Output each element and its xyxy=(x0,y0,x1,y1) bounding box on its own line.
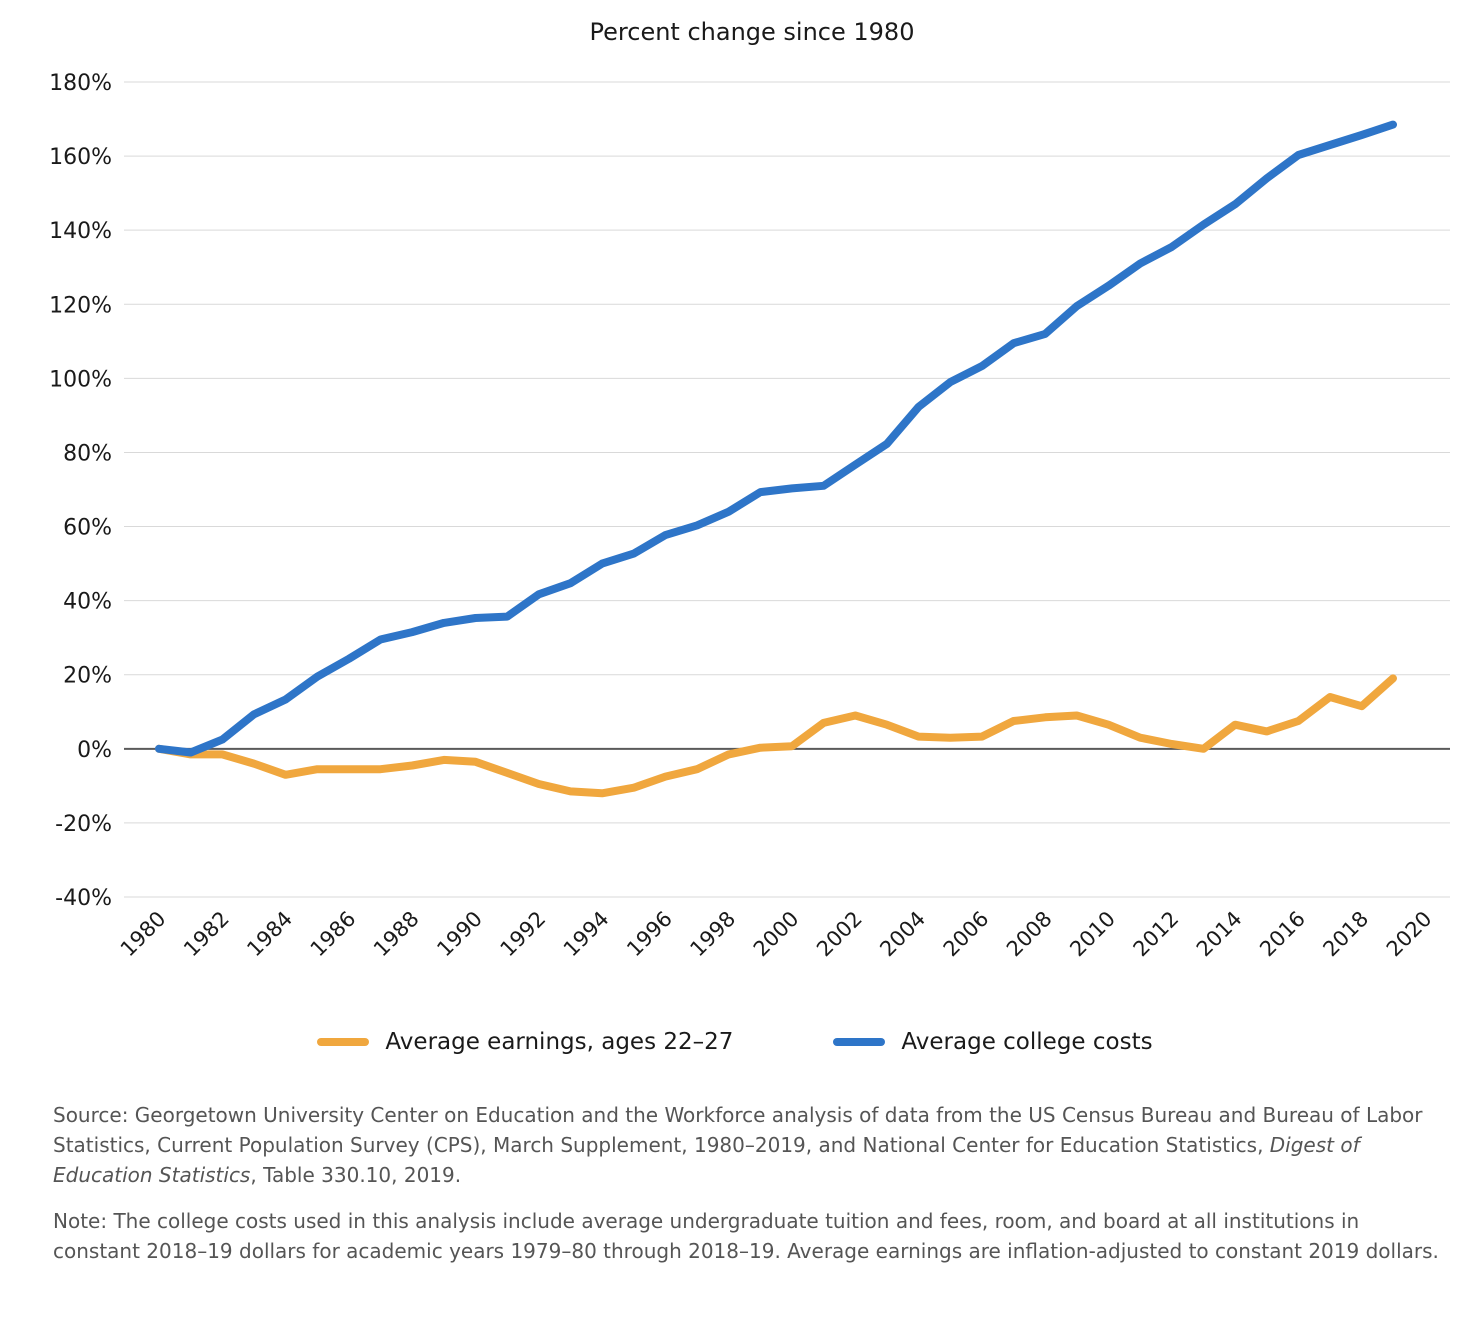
legend-swatch-earnings xyxy=(317,1038,370,1046)
legend-swatch-college-costs xyxy=(833,1038,886,1046)
source-text-end: , Table 330.10, 2019. xyxy=(250,1163,462,1187)
legend-item-earnings: Average earnings, ages 22–27 xyxy=(317,1029,733,1055)
source-text: Source: Georgetown University Center on … xyxy=(53,1103,1423,1157)
y-tick-label: -40% xyxy=(55,886,112,911)
x-tick-label: 2010 xyxy=(1065,907,1120,962)
x-tick-label: 1994 xyxy=(559,907,614,962)
x-tick-label: 2006 xyxy=(939,907,994,962)
x-tick-label: 2012 xyxy=(1129,907,1184,962)
methodology-note: Note: The college costs used in this ana… xyxy=(53,1209,1439,1263)
series-line-earnings xyxy=(155,674,1397,798)
legend-item-college-costs: Average college costs xyxy=(833,1029,1153,1055)
legend: Average earnings, ages 22–27 Average col… xyxy=(0,1022,1470,1062)
y-tick-label: 80% xyxy=(63,441,112,466)
y-tick-label: -20% xyxy=(55,812,112,837)
x-tick-label: 2000 xyxy=(749,907,804,962)
x-tick-label: 2004 xyxy=(875,907,930,962)
x-tick-label: 1998 xyxy=(685,907,740,962)
y-tick-label: 0% xyxy=(77,738,112,763)
x-tick-label: 2002 xyxy=(812,907,867,962)
legend-label-earnings: Average earnings, ages 22–27 xyxy=(385,1029,734,1055)
x-tick-label: 2014 xyxy=(1192,907,1247,962)
y-tick-label: 20% xyxy=(63,664,112,689)
x-tick-label: 1984 xyxy=(242,907,297,962)
y-tick-label: 100% xyxy=(49,367,112,392)
x-axis-tick-labels: 1980 1982 1984 1986 1988 1990 1992 1994 1996 1998… xyxy=(116,907,1437,962)
x-tick-label: 1980 xyxy=(116,907,171,962)
y-tick-label: 40% xyxy=(63,590,112,615)
x-tick-label: 2018 xyxy=(1318,907,1373,962)
chart-notes: Source: Georgetown University Center on … xyxy=(53,1100,1448,1282)
x-tick-label: 1990 xyxy=(432,907,487,962)
x-tick-label: 1988 xyxy=(369,907,424,962)
y-tick-label: 120% xyxy=(49,293,112,318)
chart-title: Percent change since 1980 xyxy=(590,18,915,46)
line-chart: Percent change since 1980 -40% -20% 0% 20% 4… xyxy=(49,18,1450,962)
series-lines xyxy=(155,120,1397,798)
y-tick-label: 180% xyxy=(49,71,112,96)
y-axis-tick-labels: -40% -20% 0% 20% 40% 60% 80% 100% 120% 140% 160% 18… xyxy=(49,71,112,911)
y-tick-label: 140% xyxy=(49,219,112,244)
x-tick-label: 1982 xyxy=(179,907,234,962)
x-tick-label: 1992 xyxy=(496,907,551,962)
source-note: Source: Georgetown University Center on … xyxy=(53,1100,1448,1190)
x-tick-label: 1986 xyxy=(306,907,361,962)
y-tick-label: 60% xyxy=(63,516,112,541)
x-tick-label: 2016 xyxy=(1255,907,1310,962)
x-tick-label: 2020 xyxy=(1382,907,1437,962)
y-tick-label: 160% xyxy=(49,145,112,170)
x-tick-label: 2008 xyxy=(1002,907,1057,962)
source-publication: Digest of Education Statistics xyxy=(53,1133,1360,1187)
legend-label-college-costs: Average college costs xyxy=(901,1029,1153,1055)
x-tick-label: 1996 xyxy=(622,907,677,962)
series-line-college-costs xyxy=(155,120,1397,757)
